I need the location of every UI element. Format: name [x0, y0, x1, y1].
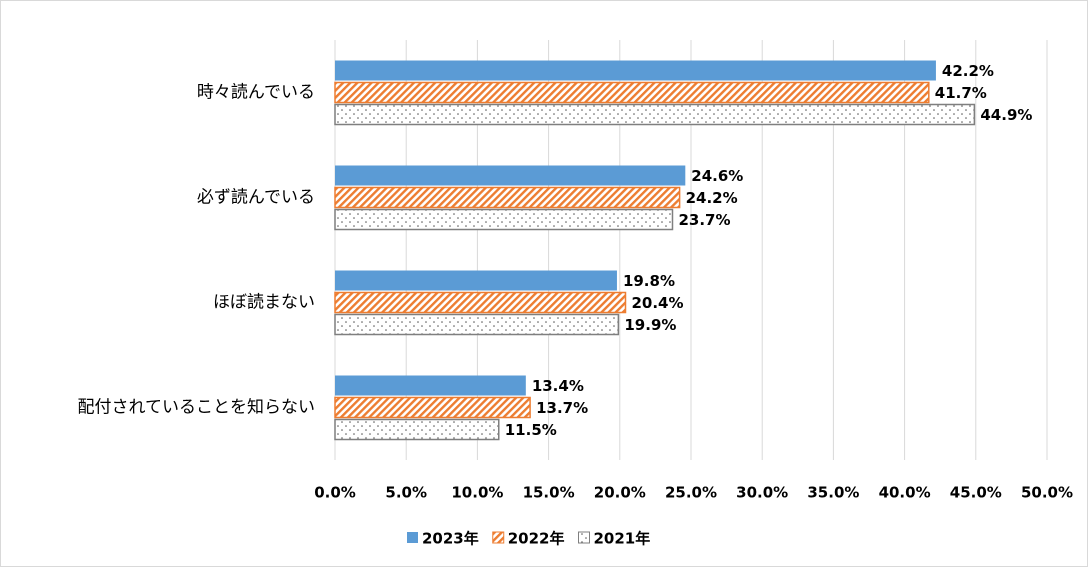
bar [334, 186, 681, 209]
value-label: 11.5% [505, 421, 557, 439]
value-label: 13.4% [532, 377, 584, 395]
value-label: 23.7% [678, 211, 730, 229]
bar [335, 165, 686, 186]
category-label: 時々読んでいる [197, 83, 315, 103]
legend-label: 2021年 [594, 530, 651, 548]
legend-swatch [407, 532, 418, 543]
category-label: 必ず読んでいる [197, 188, 315, 208]
value-label: 20.4% [631, 294, 683, 312]
x-tick-label: 35.0% [807, 484, 859, 502]
legend-label: 2023年 [422, 530, 479, 548]
value-label: 24.2% [686, 189, 738, 207]
x-tick-label: 25.0% [665, 484, 717, 502]
bar [334, 418, 500, 441]
x-tick-label: 50.0% [1021, 484, 1073, 502]
x-tick-label: 20.0% [594, 484, 646, 502]
value-label: 13.7% [536, 399, 588, 417]
x-tick-label: 10.0% [451, 484, 503, 502]
bar [334, 103, 976, 126]
bar [335, 270, 617, 291]
bar [334, 313, 620, 336]
category-label: 配付されていることを知らない [78, 398, 316, 418]
x-tick-label: 40.0% [879, 484, 931, 502]
x-tick-label: 45.0% [950, 484, 1002, 502]
x-tick-label: 5.0% [385, 484, 427, 502]
value-label: 42.2% [942, 62, 994, 80]
value-label: 41.7% [935, 84, 987, 102]
x-tick-label: 15.0% [523, 484, 575, 502]
value-label: 44.9% [980, 106, 1032, 124]
value-label: 24.6% [691, 167, 743, 185]
legend-swatch [578, 531, 590, 544]
category-label: ほぼ読まない [213, 293, 315, 313]
value-label: 19.8% [623, 272, 675, 290]
bar [334, 81, 930, 104]
bar [334, 396, 531, 419]
x-tick-label: 0.0% [314, 484, 356, 502]
legend-swatch [492, 531, 505, 544]
bar [335, 60, 936, 81]
bar [334, 208, 674, 231]
bar [334, 291, 627, 314]
legend-label: 2022年 [508, 530, 565, 548]
x-tick-label: 30.0% [736, 484, 788, 502]
value-label: 19.9% [624, 316, 676, 334]
bar [335, 375, 526, 396]
